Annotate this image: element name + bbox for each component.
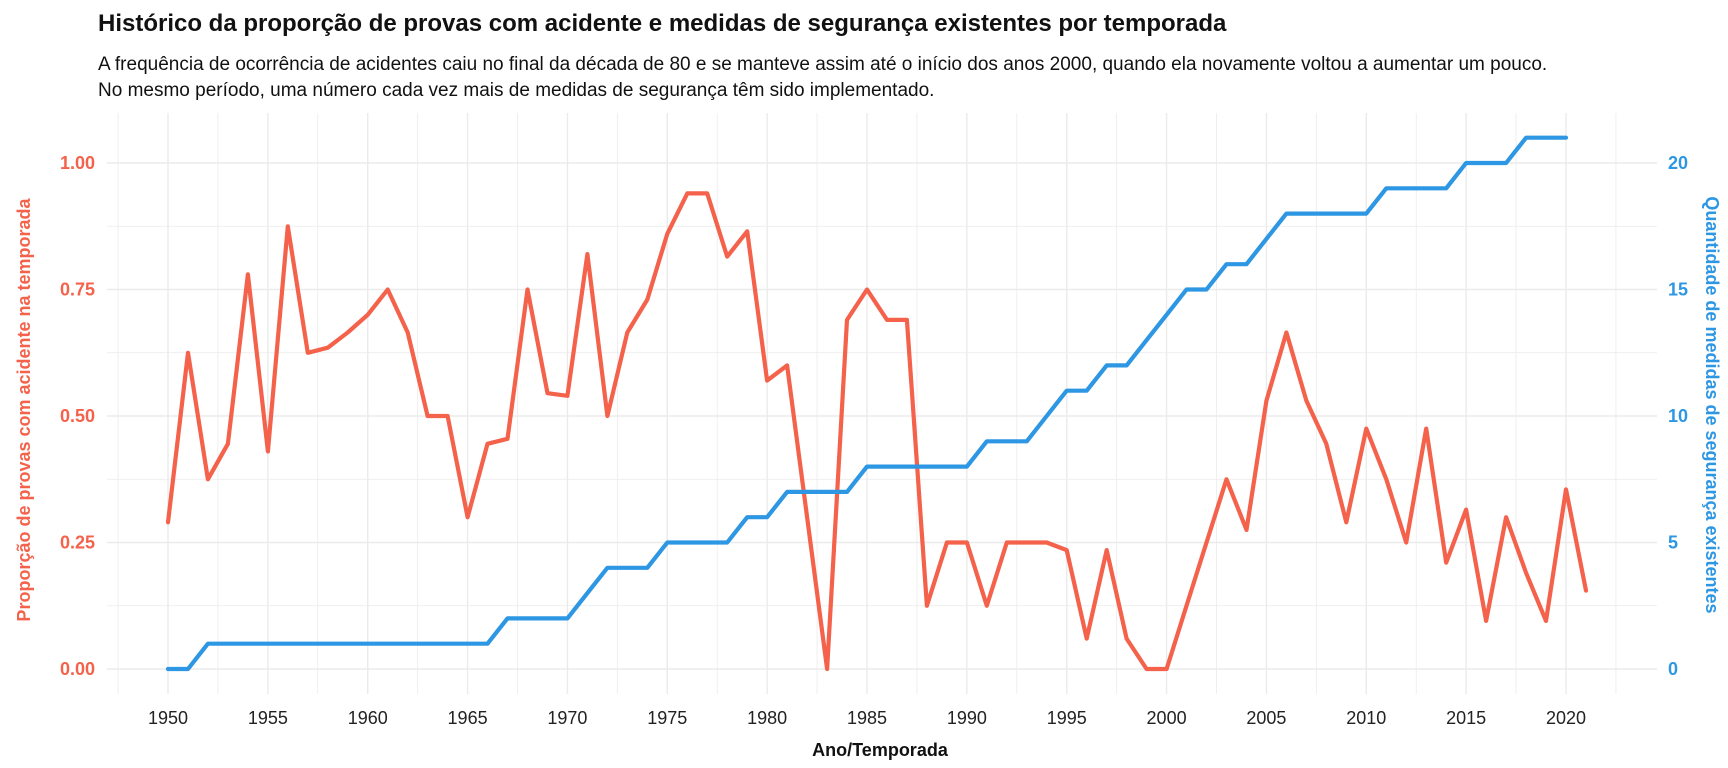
x-tick-label: 1980 xyxy=(747,708,787,728)
left-axis-ticks: 0.00 0.25 0.50 0.75 1.00 xyxy=(60,153,95,679)
x-tick-label: 2020 xyxy=(1546,708,1586,728)
left-tick-label: 0.50 xyxy=(60,406,95,426)
safety-measures-line xyxy=(165,135,1569,672)
x-tick-label: 1995 xyxy=(1047,708,1087,728)
left-tick-label: 1.00 xyxy=(60,153,95,173)
chart-title: Histórico da proporção de provas com aci… xyxy=(98,10,1227,37)
x-tick-label: 2015 xyxy=(1446,708,1486,728)
subtitle-line-2: No mesmo período, uma número cada vez ma… xyxy=(98,80,935,101)
x-tick-label: 2005 xyxy=(1246,708,1286,728)
x-tick-label: 1970 xyxy=(547,708,587,728)
accident-proportion-line xyxy=(165,191,1589,672)
right-axis-title: Quantidade de medidas de segurança exist… xyxy=(1702,196,1722,613)
x-tick-label: 2000 xyxy=(1147,708,1187,728)
left-tick-label: 0.25 xyxy=(60,533,95,553)
right-tick-label: 15 xyxy=(1668,280,1688,300)
x-axis-title: Ano/Temporada xyxy=(812,740,949,760)
right-tick-label: 20 xyxy=(1668,153,1688,173)
left-tick-label: 0.00 xyxy=(60,659,95,679)
grid-lines xyxy=(107,113,1657,694)
x-tick-label: 1960 xyxy=(348,708,388,728)
subtitle-line-1: A frequência de ocorrência de acidentes … xyxy=(98,54,1548,75)
x-tick-label: 1985 xyxy=(847,708,887,728)
x-tick-label: 1965 xyxy=(448,708,488,728)
chart-subtitle: A frequência de ocorrência de acidentes … xyxy=(98,52,1718,104)
x-tick-label: 1950 xyxy=(148,708,188,728)
right-axis-ticks: 0 5 10 15 20 xyxy=(1668,153,1688,679)
x-tick-label: 2010 xyxy=(1346,708,1386,728)
right-tick-label: 5 xyxy=(1668,533,1678,553)
x-axis-ticks: 1950 1955 1960 1965 1970 1975 1980 1985 1990 1995… xyxy=(148,708,1586,728)
right-tick-label: 10 xyxy=(1668,406,1688,426)
left-axis-title: Proporção de provas com acidente na temp… xyxy=(14,197,34,621)
x-tick-label: 1975 xyxy=(647,708,687,728)
left-tick-label: 0.75 xyxy=(60,280,95,300)
x-tick-label: 1955 xyxy=(248,708,288,728)
right-tick-label: 0 xyxy=(1668,659,1678,679)
x-tick-label: 1990 xyxy=(947,708,987,728)
series-lines xyxy=(165,135,1589,672)
